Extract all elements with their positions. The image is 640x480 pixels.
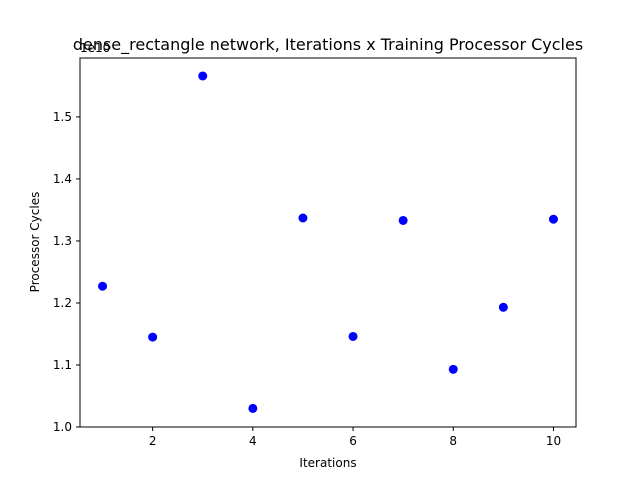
data-point [248, 403, 258, 413]
y-tick-label: 1.2 [53, 296, 72, 310]
data-point [298, 213, 308, 223]
y-tick-label: 1.4 [53, 172, 72, 186]
y-tick-label: 1.3 [53, 234, 72, 248]
data-point [548, 214, 558, 224]
x-tick-label: 2 [149, 434, 157, 448]
x-tick-label: 6 [349, 434, 357, 448]
x-tick-label: 10 [546, 434, 561, 448]
x-axis-label: Iterations [299, 456, 356, 470]
y-tick-label: 1.5 [53, 110, 72, 124]
data-points [98, 71, 558, 413]
x-tick-label: 4 [249, 434, 257, 448]
data-point [348, 331, 358, 341]
y-tick-label: 1.1 [53, 358, 72, 372]
data-point [498, 302, 508, 312]
x-axis-ticks: 2 4 6 8 10 [149, 427, 561, 448]
y-axis-ticks: 1.0 1.1 1.2 1.3 1.4 1.5 [53, 110, 80, 434]
y-offset-label: 1e10 [80, 41, 110, 55]
chart-title: dense_rectangle network, Iterations x Tr… [73, 35, 583, 55]
plot-area-frame [79, 57, 577, 428]
data-point [198, 71, 208, 81]
x-tick-label: 8 [449, 434, 457, 448]
y-axis-label: Processor Cycles [28, 192, 42, 293]
y-tick-label: 1.0 [53, 420, 72, 434]
data-point [398, 215, 408, 225]
data-point [148, 332, 158, 342]
data-point [448, 364, 458, 374]
data-point [98, 281, 108, 291]
